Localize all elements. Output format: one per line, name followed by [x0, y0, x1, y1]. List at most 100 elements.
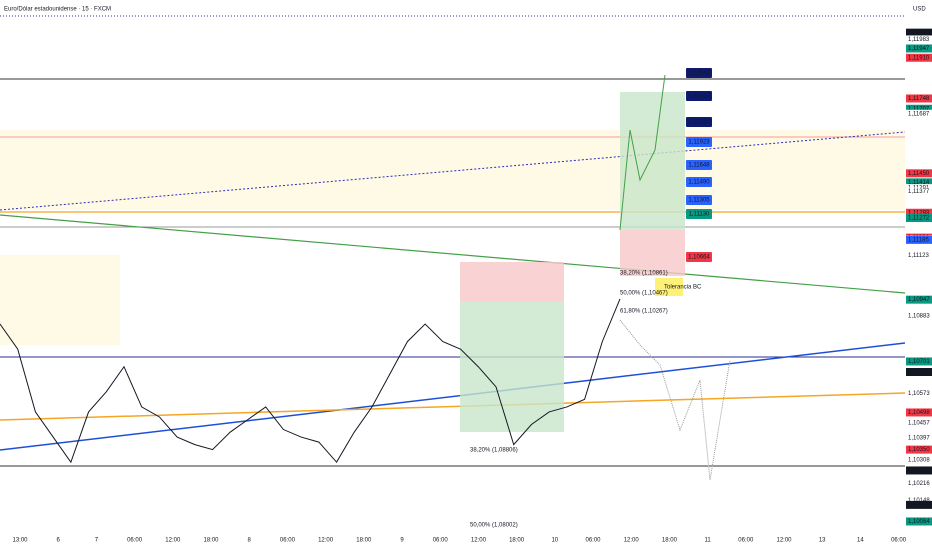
price-tag — [906, 295, 932, 304]
target-label: 1,11305 — [688, 198, 710, 204]
zone — [0, 255, 120, 345]
target-label: 1,12643 — [688, 71, 710, 77]
reward-box — [620, 92, 685, 230]
time-label: 13 — [819, 538, 826, 544]
price-label: 1,10701 — [908, 359, 930, 365]
projection — [619, 319, 731, 481]
price-tag — [906, 44, 932, 53]
price-tag — [906, 408, 932, 417]
price-label: 1,11707 — [908, 106, 930, 112]
target-tag — [686, 177, 712, 187]
time-label: 12:00 — [624, 538, 640, 544]
price-tag — [906, 35, 932, 44]
price-tag — [906, 178, 932, 187]
price-tag — [906, 500, 932, 509]
price-tag — [906, 466, 932, 475]
chart-title: Euro/Dólar estadounidense · 15 · FXCM — [4, 7, 111, 13]
price-tag — [906, 104, 932, 113]
target-label: 1,12127 — [688, 120, 710, 126]
annotation: 38,20% (1,08806) — [470, 448, 518, 454]
price-line — [0, 298, 621, 464]
target-label: 1,11648 — [688, 163, 710, 169]
price-label: 1,10350 — [908, 447, 930, 453]
target-tag — [686, 252, 712, 262]
time-label: 06:00 — [127, 538, 143, 544]
annotation: 38,20% (1,10861) — [620, 271, 668, 277]
price-label: 1,10308 — [908, 458, 930, 464]
price-tag — [906, 418, 932, 427]
price-label: 1,11377 — [908, 189, 930, 195]
price-tag — [906, 517, 932, 526]
price-label: 1,10457 — [908, 420, 930, 426]
price-tag — [906, 53, 932, 62]
annotation: 50,00% (1,08002) — [470, 523, 518, 529]
price-label: 1,10267 — [908, 468, 930, 474]
time-label: 6 — [57, 538, 61, 544]
target-label: 1,11130 — [689, 212, 710, 218]
price-tag — [906, 445, 932, 454]
price-tag — [906, 311, 932, 320]
price-tag — [906, 479, 932, 488]
price-label: 1,11450 — [908, 171, 930, 177]
price-label: 1,10498 — [908, 410, 930, 416]
time-label: 9 — [400, 538, 404, 544]
price-tag — [906, 214, 932, 223]
price-tag — [906, 208, 932, 217]
time-label: 10 — [551, 538, 558, 544]
target-tag — [686, 91, 712, 101]
reward-box — [460, 302, 564, 432]
time-label: 06:00 — [585, 538, 601, 544]
target-tag — [686, 117, 712, 127]
time-label: 8 — [248, 538, 252, 544]
price-label: 1,11414 — [908, 180, 930, 186]
price-tag — [906, 109, 932, 118]
time-label: 06:00 — [280, 538, 296, 544]
target-tag — [686, 137, 712, 147]
price-label: 1,11748 — [908, 96, 930, 102]
price-label: 1,10064 — [908, 519, 930, 525]
time-label: 14 — [857, 538, 864, 544]
target-label: 1,12410 — [688, 94, 710, 100]
price-tag — [906, 368, 932, 377]
time-label: 11 — [704, 538, 711, 544]
price-label: 1,11947 — [908, 46, 930, 52]
price-label: 1,11983 — [908, 37, 930, 43]
price-label: 1,11293 — [908, 210, 930, 216]
price-tag — [906, 28, 932, 37]
risk-box — [620, 230, 685, 276]
annotation: Tolerancia BC — [664, 285, 702, 291]
target-tag — [686, 68, 712, 78]
price-label: 1,10130 — [908, 502, 930, 508]
price-label: 1,10947 — [908, 297, 930, 303]
currency: USD — [913, 7, 926, 13]
target-tag — [686, 160, 712, 170]
time-label: 06:00 — [738, 538, 754, 544]
trendline — [0, 214, 906, 294]
time-label: 7 — [95, 538, 99, 544]
price-tag — [906, 251, 932, 260]
target-tag — [686, 209, 712, 219]
price-tag — [906, 433, 932, 442]
price-label: 1,10573 — [908, 391, 930, 397]
price-label: 1,10659 — [908, 370, 930, 376]
time-label: 06:00 — [891, 538, 907, 544]
annotation: 61,80% (1,10267) — [620, 309, 668, 315]
price-label: 1,10216 — [908, 481, 930, 487]
price-tag — [906, 169, 932, 178]
trendline — [0, 342, 906, 451]
price-tag — [906, 389, 932, 398]
time-label: 12:00 — [471, 538, 487, 544]
target-label: 1,11490 — [688, 180, 710, 186]
tolerance-box — [655, 278, 683, 296]
time-label: 18:00 — [203, 538, 219, 544]
target-label: 1,11923 — [688, 140, 710, 146]
price-label: 1,10883 — [908, 313, 930, 319]
time-axis — [0, 530, 905, 550]
price-tag — [906, 187, 932, 196]
price-label: 1,11687 — [908, 111, 930, 117]
annotation: 50,00% (1,10467) — [620, 291, 668, 297]
risk-box — [460, 262, 564, 302]
price-tag — [906, 94, 932, 103]
time-label: 18:00 — [662, 538, 678, 544]
